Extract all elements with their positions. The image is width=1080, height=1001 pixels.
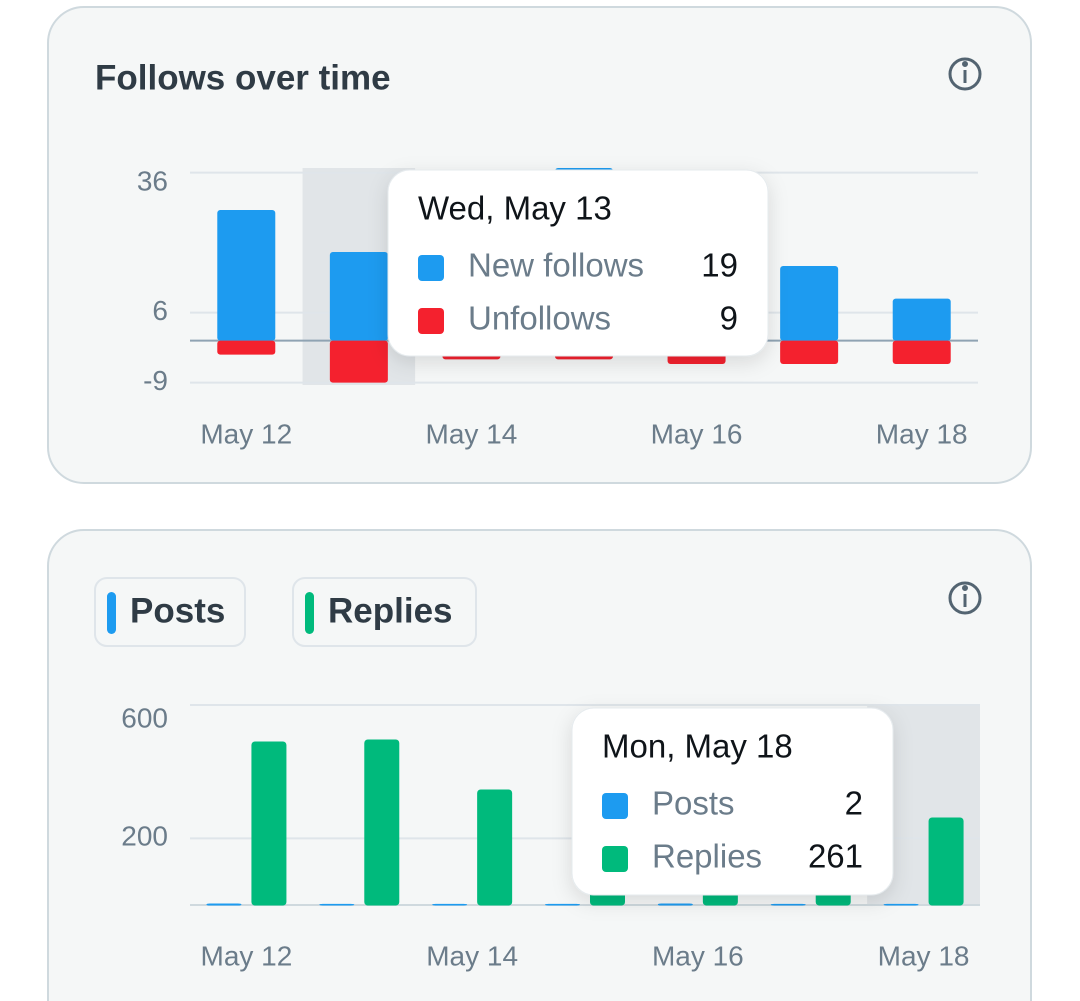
info-icon[interactable]: [948, 57, 982, 91]
tooltip-box: [571, 707, 894, 896]
tooltip-label: Unfollows: [468, 300, 611, 337]
tooltip-swatch: [602, 846, 628, 872]
tooltip-swatch: [418, 308, 444, 334]
legend-label: Replies: [328, 591, 453, 630]
bar: [545, 903, 580, 906]
bar: [770, 903, 806, 906]
tooltip-value: 261: [808, 838, 863, 875]
y-tick-label: 36: [137, 165, 168, 196]
x-tick-label: May 14: [426, 940, 518, 971]
bar: [657, 903, 693, 906]
x-tick-label: May 12: [200, 418, 292, 449]
x-tick-label: May 14: [426, 418, 518, 449]
x-tick-label: May 18: [878, 940, 970, 971]
bar: [251, 741, 287, 906]
bar: [780, 266, 839, 341]
bar: [892, 298, 951, 341]
bar: [329, 252, 388, 341]
tooltip-swatch: [418, 255, 444, 281]
tooltip-value: 2: [845, 785, 863, 822]
bar: [217, 210, 276, 341]
tooltip-title: Wed, May 13: [418, 190, 612, 227]
bar: [780, 340, 839, 364]
bar: [206, 903, 242, 906]
legend-label: Posts: [130, 591, 225, 630]
tooltip-value: 9: [720, 300, 738, 337]
bar: [432, 903, 468, 906]
bar: [329, 340, 388, 383]
bar: [928, 817, 964, 906]
y-tick-label: 600: [121, 702, 168, 733]
x-tick-label: May 16: [651, 418, 743, 449]
tooltip: Mon, May 18 Posts 2 Replies 261: [571, 707, 894, 896]
info-icon[interactable]: [948, 581, 982, 615]
tooltip-title: Mon, May 18: [602, 728, 793, 765]
tooltip-label: New follows: [468, 247, 644, 284]
tooltip: Wed, May 13 New follows 19 Unfollows 9: [387, 169, 769, 357]
bar: [217, 340, 276, 355]
y-tick-label: -9: [143, 365, 168, 396]
legend-chip-box: [94, 577, 246, 647]
bar: [364, 739, 400, 906]
legend-swatch: [305, 592, 314, 634]
y-tick-label: 200: [121, 821, 168, 852]
tooltip-value: 19: [701, 247, 738, 284]
x-tick-label: May 18: [876, 418, 968, 449]
tooltip-label: Posts: [652, 785, 735, 822]
tooltip-swatch: [602, 793, 628, 819]
bar: [477, 789, 513, 906]
y-tick-label: 6: [152, 295, 168, 326]
tooltip-label: Replies: [652, 838, 762, 875]
bar: [319, 903, 355, 906]
bar: [883, 903, 919, 906]
tooltip-box: [387, 169, 769, 357]
legend-chip[interactable]: Replies: [292, 577, 477, 647]
x-tick-label: May 12: [201, 940, 293, 971]
legend-chip-box: [292, 577, 477, 647]
x-tick-label: May 16: [652, 940, 744, 971]
legend-chip[interactable]: Posts: [94, 577, 246, 647]
chart-title: Follows over time: [95, 58, 391, 97]
legend-swatch: [107, 592, 116, 634]
bar: [892, 340, 951, 364]
